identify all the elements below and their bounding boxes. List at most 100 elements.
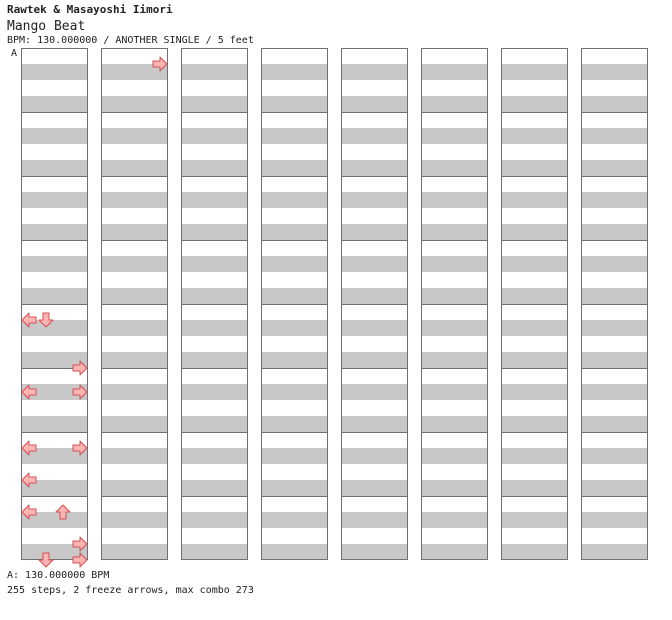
- beat-stripe: [581, 96, 648, 112]
- beat-stripe: [101, 384, 168, 400]
- beat-stripe: [21, 416, 88, 432]
- beat-stripe: [501, 224, 568, 240]
- beat-stripe: [181, 544, 248, 560]
- beat-stripe: [421, 192, 488, 208]
- chart-column: [261, 48, 328, 560]
- beat-stripe: [21, 224, 88, 240]
- beat-stripe: [341, 64, 408, 80]
- beat-stripe: [101, 224, 168, 240]
- beat-stripe: [261, 512, 328, 528]
- beat-stripe: [21, 160, 88, 176]
- column-border: [261, 48, 328, 560]
- beat-stripe: [261, 96, 328, 112]
- footer-stats: 255 steps, 2 freeze arrows, max combo 27…: [7, 585, 254, 596]
- beat-stripe: [501, 448, 568, 464]
- beat-stripe: [581, 512, 648, 528]
- beat-stripe: [421, 224, 488, 240]
- beat-stripe: [181, 320, 248, 336]
- beat-stripe: [581, 480, 648, 496]
- beat-stripe: [261, 384, 328, 400]
- beat-stripe: [101, 96, 168, 112]
- chart-column: [21, 48, 88, 568]
- beat-stripe: [421, 448, 488, 464]
- beat-stripe: [261, 224, 328, 240]
- right-arrow-icon: [72, 384, 88, 400]
- beat-stripe: [581, 192, 648, 208]
- beat-stripe: [341, 96, 408, 112]
- beat-stripe: [181, 512, 248, 528]
- column-border: [421, 48, 488, 560]
- beat-stripe: [21, 96, 88, 112]
- beat-stripe: [261, 352, 328, 368]
- beat-stripe: [501, 160, 568, 176]
- beat-stripe: [501, 128, 568, 144]
- beat-stripe: [101, 480, 168, 496]
- beat-stripe: [581, 288, 648, 304]
- column-border: [501, 48, 568, 560]
- beat-stripe: [581, 160, 648, 176]
- beat-stripe: [261, 256, 328, 272]
- beat-stripe: [421, 416, 488, 432]
- beat-stripe: [581, 64, 648, 80]
- beat-stripe: [21, 544, 88, 560]
- beat-stripe: [341, 224, 408, 240]
- right-arrow-icon: [72, 536, 88, 552]
- chart-column: [101, 48, 168, 560]
- beat-stripe: [21, 320, 88, 336]
- beat-stripe: [501, 192, 568, 208]
- beat-stripe: [341, 480, 408, 496]
- artist-name: Rawtek & Masayoshi Iimori: [7, 3, 173, 16]
- beat-stripe: [581, 352, 648, 368]
- beat-stripe: [21, 512, 88, 528]
- beat-stripe: [181, 256, 248, 272]
- beat-stripe: [21, 192, 88, 208]
- beat-stripe: [261, 64, 328, 80]
- beat-stripe: [21, 352, 88, 368]
- beat-stripe: [581, 224, 648, 240]
- beat-stripe: [341, 256, 408, 272]
- beat-stripe: [421, 64, 488, 80]
- beat-stripe: [421, 352, 488, 368]
- footer-bpm: A: 130.000000 BPM: [7, 570, 110, 581]
- beat-stripe: [581, 320, 648, 336]
- beat-stripe: [101, 544, 168, 560]
- beat-stripe: [181, 128, 248, 144]
- beat-stripe: [181, 160, 248, 176]
- beat-stripe: [261, 448, 328, 464]
- beat-stripe: [421, 480, 488, 496]
- beat-stripe: [501, 384, 568, 400]
- beat-stripe: [21, 448, 88, 464]
- right-arrow-icon: [72, 440, 88, 456]
- beat-stripe: [21, 256, 88, 272]
- column-border: [581, 48, 648, 560]
- up-arrow-icon: [55, 504, 71, 520]
- chart-column: [501, 48, 568, 560]
- beat-stripe: [21, 64, 88, 80]
- column-border: [181, 48, 248, 560]
- beat-stripe: [421, 288, 488, 304]
- beat-stripe: [181, 448, 248, 464]
- beat-stripe: [101, 256, 168, 272]
- beat-stripe: [341, 416, 408, 432]
- beat-stripe: [421, 128, 488, 144]
- beat-stripe: [341, 288, 408, 304]
- beat-stripe: [341, 160, 408, 176]
- beat-stripe: [181, 192, 248, 208]
- chart-meta: BPM: 130.000000 / ANOTHER SINGLE / 5 fee…: [7, 35, 254, 46]
- left-arrow-icon: [21, 472, 37, 488]
- right-arrow-icon: [72, 360, 88, 376]
- beat-stripe: [261, 320, 328, 336]
- beat-stripe: [581, 448, 648, 464]
- beat-stripe: [101, 64, 168, 80]
- beat-stripe: [101, 160, 168, 176]
- beat-stripe: [261, 288, 328, 304]
- beat-stripe: [261, 416, 328, 432]
- beat-stripe: [261, 160, 328, 176]
- beat-stripe: [581, 384, 648, 400]
- beat-stripe: [581, 256, 648, 272]
- beat-stripe: [501, 416, 568, 432]
- beat-stripe: [181, 416, 248, 432]
- beat-stripe: [21, 480, 88, 496]
- beat-stripe: [101, 320, 168, 336]
- beat-stripe: [421, 544, 488, 560]
